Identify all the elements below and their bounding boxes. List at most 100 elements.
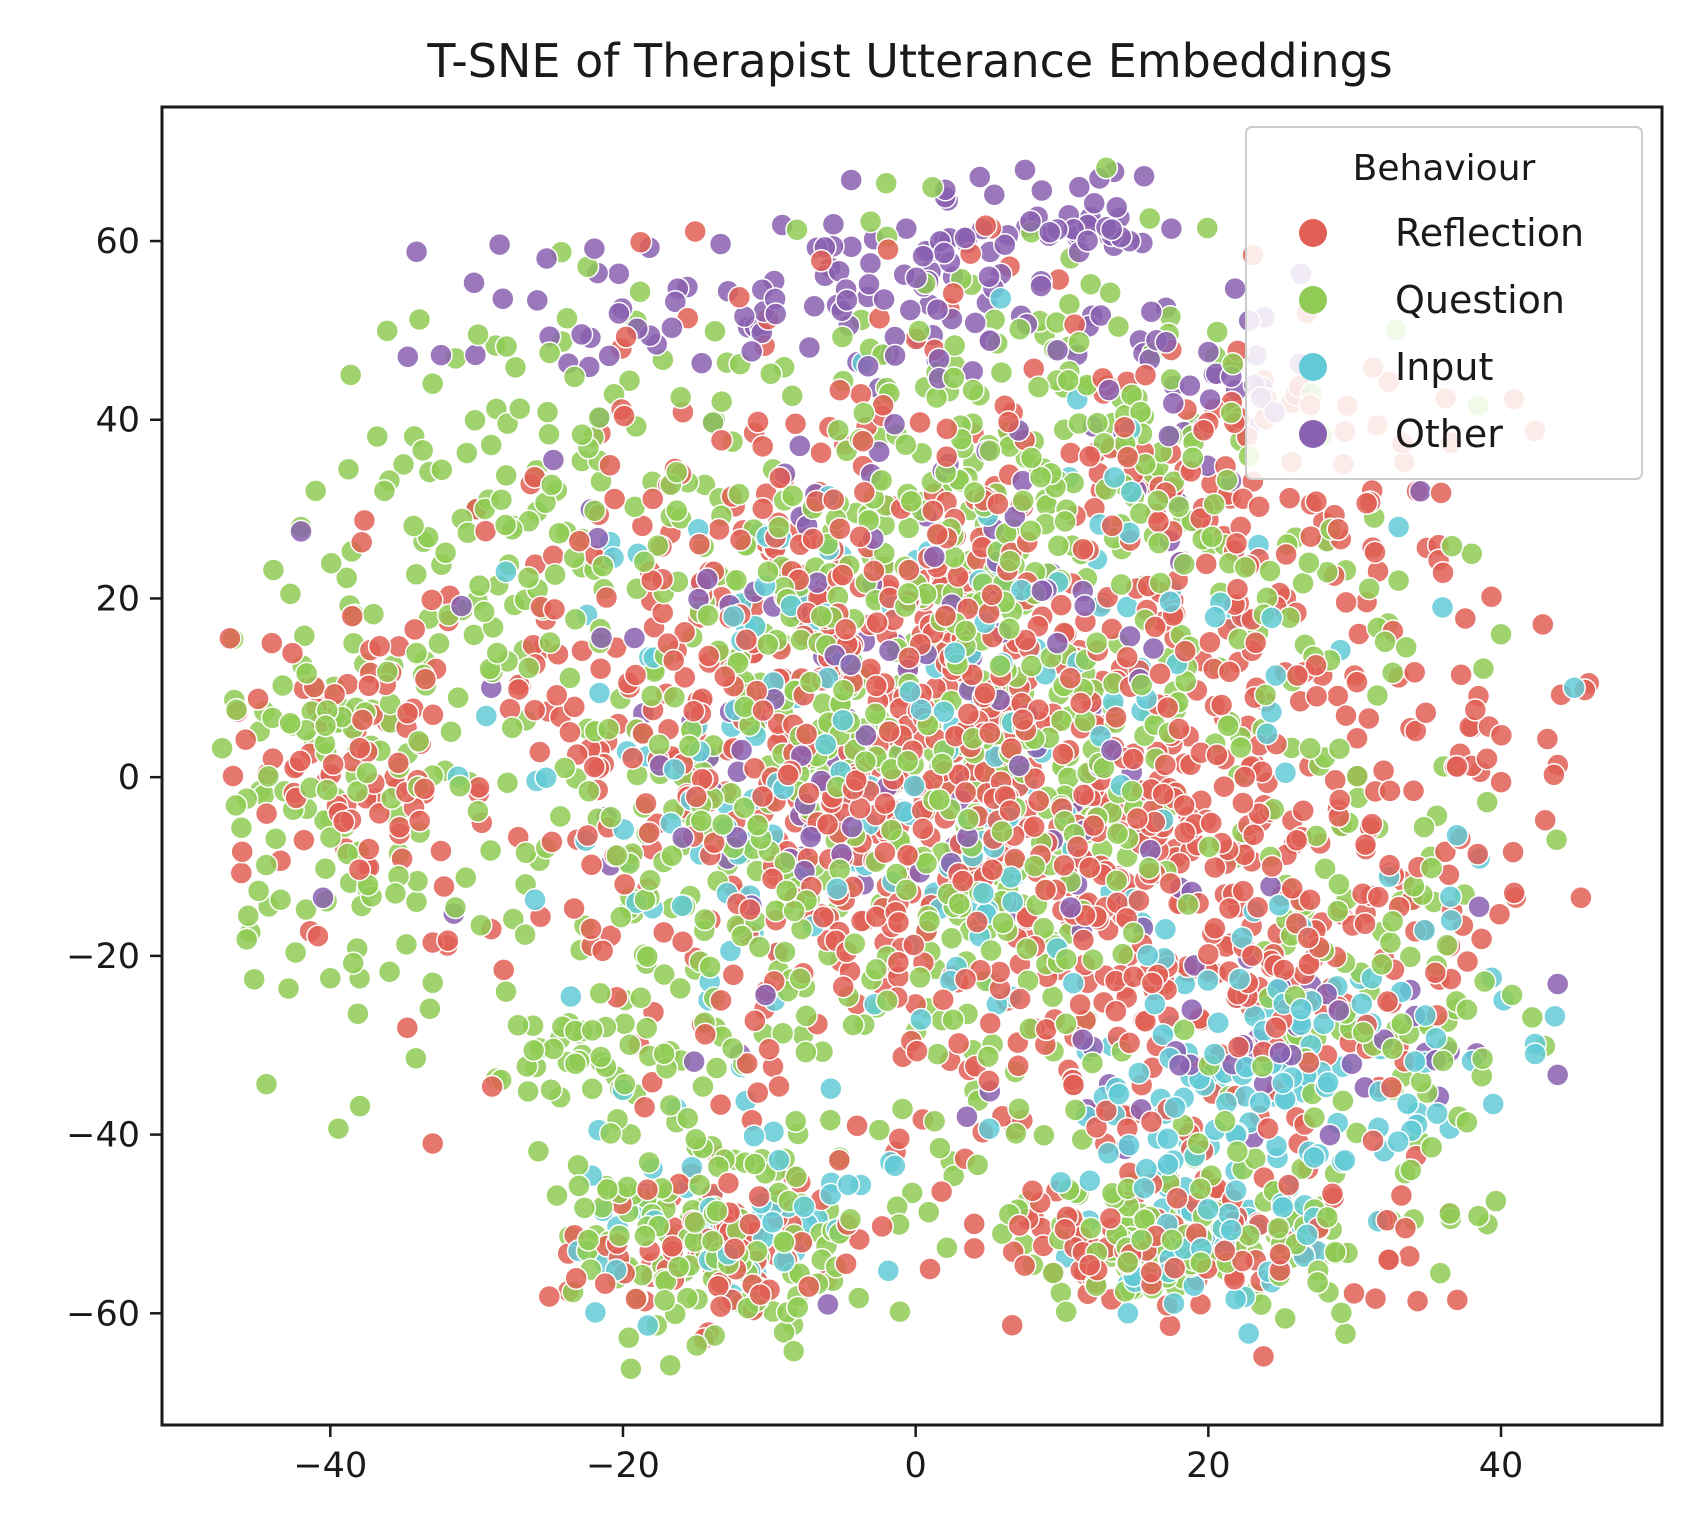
point-reflection [1205,743,1229,767]
point-reflection [386,751,411,775]
point-question [632,549,657,574]
point-reflection [218,626,242,650]
point-reflection [1298,888,1322,912]
point-reflection [1209,693,1234,717]
point-question [443,895,468,920]
point-question [685,1333,709,1358]
point-question [1146,488,1170,513]
point-question [1419,1135,1444,1159]
point-question [1325,899,1350,923]
point-question [1085,411,1110,435]
point-question [997,616,1022,641]
point-other [763,302,788,326]
point-question [1500,983,1524,1007]
point-question [1129,1228,1154,1252]
point-question [942,333,967,358]
point-other [856,354,880,379]
point-question [668,385,693,410]
point-question [1046,534,1071,558]
point-reflection [350,708,375,732]
point-reflection [1139,1110,1164,1134]
point-reflection [1173,639,1197,663]
point-input [1438,884,1463,909]
point-other [396,345,420,369]
point-question [784,1165,809,1189]
point-question [617,368,642,393]
point-input [1481,1092,1505,1116]
point-reflection [542,597,567,622]
point-reflection [1445,1288,1470,1312]
point-reflection [1455,949,1480,974]
point-reflection [254,801,279,826]
point-reflection [1071,928,1096,952]
point-input [1445,823,1469,848]
point-question [501,907,526,931]
point-reflection [1397,1244,1422,1268]
point-question [541,1037,566,1061]
point-question [982,308,1007,332]
point-question [916,1200,941,1224]
point-question [1216,713,1240,738]
point-question [930,752,954,776]
point-reflection [1260,854,1284,879]
point-reflection [641,487,665,511]
point-reflection [407,809,432,833]
point-input [587,681,612,705]
point-question [439,720,463,744]
point-other [1154,330,1178,354]
point-reflection [1071,537,1095,561]
point-question [665,460,689,484]
point-other [429,343,453,367]
point-input [1255,721,1279,746]
point-question [705,1199,729,1223]
point-question [553,756,577,780]
point-reflection [1023,766,1047,791]
point-question [420,371,445,396]
point-question [1054,1012,1078,1036]
point-question [404,889,429,914]
point-other [1180,997,1204,1022]
point-question [783,1109,808,1133]
point-reflection [672,620,697,644]
point-question [767,515,791,540]
point-input [670,894,694,918]
point-other [311,886,335,910]
point-question [256,764,281,789]
point-reflection [598,453,622,478]
point-question [743,1152,767,1176]
point-reflection [637,820,661,845]
point-question [773,940,797,964]
point-question [1327,737,1352,761]
point-reflection [1226,1035,1251,1059]
point-question [1053,509,1077,534]
point-reflection [864,904,889,929]
point-question [372,479,397,503]
point-reflection [953,967,978,992]
point-reflection [980,583,1004,607]
point-question [1205,320,1229,344]
point-input [1316,1070,1340,1095]
point-question [1189,1250,1213,1275]
point-other [1070,1027,1095,1052]
point-question [479,433,503,457]
point-input [1203,605,1227,629]
point-reflection [877,719,901,744]
point-other [802,294,826,319]
point-other [663,290,688,314]
point-question [469,913,493,937]
point-reflection [865,610,889,635]
point-other [597,344,621,368]
point-question [588,981,612,1005]
point-question [847,1286,871,1310]
point-question [1489,622,1513,646]
point-question [224,793,248,818]
point-other [839,168,863,192]
point-question [888,1299,912,1324]
point-question [595,1177,620,1202]
point-reflection [634,791,658,816]
point-reflection [1117,1031,1142,1055]
point-reflection [965,910,989,934]
point-input [1425,1101,1449,1126]
point-input [1162,1291,1186,1316]
point-question [700,1229,725,1254]
